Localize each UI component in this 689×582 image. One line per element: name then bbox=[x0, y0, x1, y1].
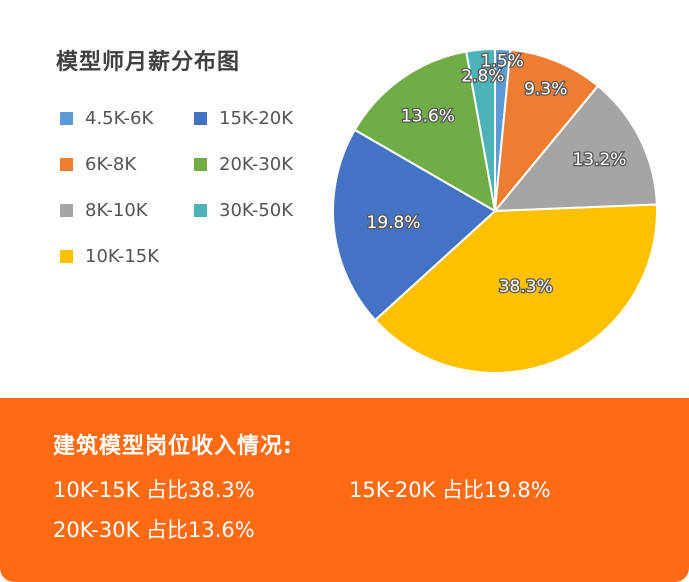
legend-item: 6K-8K bbox=[60, 154, 136, 175]
legend-label: 30K-50K bbox=[219, 200, 294, 221]
pie-slice-6K-8K bbox=[493, 48, 600, 215]
pie-slice-8K-10K bbox=[492, 84, 658, 213]
pie-slice-15K-20K bbox=[332, 128, 497, 322]
income-summary-panel: 建筑模型岗位收入情况: 10K-15K 占比38.3% 15K-20K 占比19… bbox=[0, 398, 689, 582]
legend-swatch bbox=[60, 158, 73, 171]
legend-label: 10K-15K bbox=[85, 246, 160, 267]
legend-label: 4.5K-6K bbox=[85, 108, 154, 129]
pie-data-label: 19.8% bbox=[367, 213, 421, 233]
summary-line: 20K-30K 占比13.6% bbox=[53, 518, 255, 542]
legend-label: 15K-20K bbox=[219, 108, 294, 129]
pie-slice-20K-30K bbox=[353, 50, 497, 213]
legend-item: 8K-10K bbox=[60, 200, 148, 221]
pie-slice-10K-15K bbox=[373, 203, 658, 374]
legend-swatch bbox=[194, 158, 207, 171]
legend-label: 20K-30K bbox=[219, 154, 294, 175]
pie-data-label: 13.6% bbox=[401, 107, 455, 127]
legend-item: 4.5K-6K bbox=[60, 108, 153, 129]
chart-panel: 模型师月薪分布图 4.5K-6K 15K-20K 6K-8K 20K-30K 8… bbox=[56, 47, 658, 374]
summary-line: 15K-20K 占比19.8% bbox=[349, 478, 551, 502]
summary-title: 建筑模型岗位收入情况: bbox=[53, 434, 293, 459]
legend-label: 8K-10K bbox=[85, 200, 148, 221]
pie-slice-30K-50K bbox=[465, 47, 496, 212]
legend-item: 10K-15K bbox=[60, 246, 159, 267]
legend-swatch bbox=[194, 112, 207, 125]
legend-item: 15K-20K bbox=[194, 108, 293, 129]
pie-chart: 1.5%9.3% 13.2% 38.3% 19.8% 13.6% 2.8% bbox=[332, 47, 658, 374]
pie-data-label: 9.3% bbox=[524, 79, 567, 99]
chart-title: 模型师月薪分布图 bbox=[56, 50, 241, 75]
pie-data-label: 2.8% bbox=[461, 66, 504, 86]
summary-line: 10K-15K 占比38.3% bbox=[53, 478, 255, 502]
legend-swatch bbox=[60, 250, 73, 263]
legend-swatch bbox=[60, 112, 73, 125]
pie-data-label: 13.2% bbox=[572, 150, 626, 170]
legend-label: 6K-8K bbox=[85, 154, 137, 175]
legend-item: 20K-30K bbox=[194, 154, 293, 175]
pie-data-label: 1.5% bbox=[481, 52, 524, 72]
legend-swatch bbox=[60, 204, 73, 217]
pie-data-label: 38.3% bbox=[499, 277, 553, 297]
legend-item: 30K-50K bbox=[194, 200, 293, 221]
legend-swatch bbox=[194, 204, 207, 217]
